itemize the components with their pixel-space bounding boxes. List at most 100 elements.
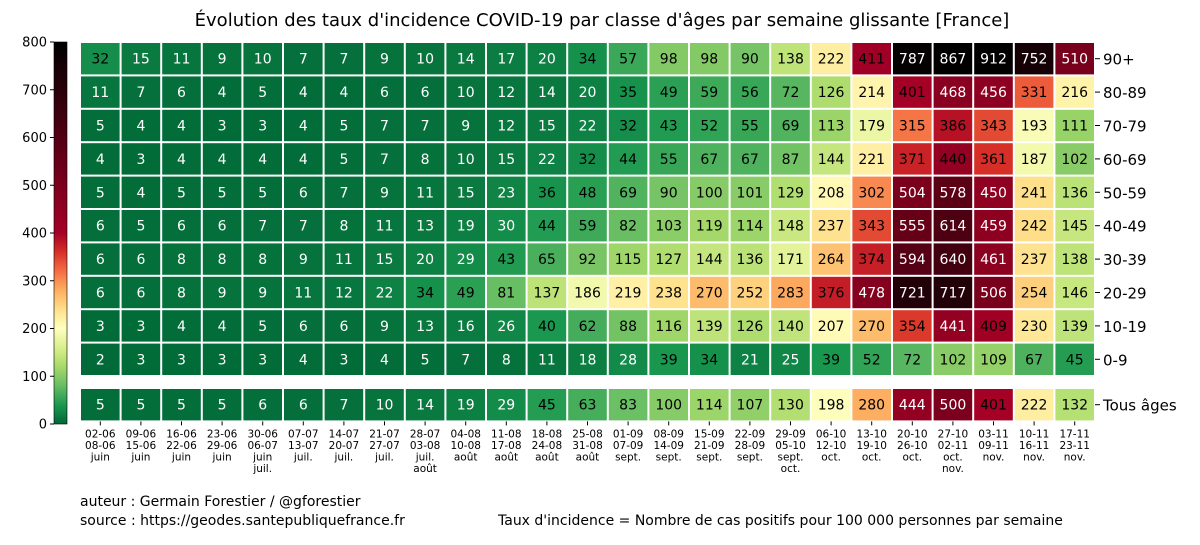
heatmap-cell (487, 343, 526, 375)
heatmap-cell (933, 389, 973, 421)
heatmap-cell (608, 176, 648, 208)
heatmap-cell (365, 276, 404, 309)
cell-value: 5 (96, 398, 105, 414)
heatmap-cell (690, 389, 729, 421)
heatmap-cell (162, 243, 201, 275)
cell-value: 114 (696, 398, 723, 414)
heatmap-cell (608, 276, 648, 309)
heatmap-cell (690, 310, 729, 342)
week-label: 22-09 (735, 428, 766, 440)
heatmap-cell (405, 243, 445, 275)
heatmap-cell (568, 43, 607, 75)
heatmap-cell (771, 176, 810, 208)
cell-value: 193 (1021, 119, 1048, 135)
week-label: 03-08 (410, 440, 441, 452)
heatmap-cell (284, 143, 323, 175)
heatmap-cell (1055, 343, 1094, 375)
week-label: 25-08 (572, 428, 603, 440)
cell-value: 5 (339, 152, 348, 168)
week-label: oct. (943, 451, 963, 463)
heatmap-cell (771, 389, 810, 421)
week-label: 19-10 (856, 440, 887, 452)
cell-value: 3 (258, 352, 267, 368)
cell-value: 39 (660, 352, 678, 368)
heatmap-cell (649, 310, 688, 342)
cell-value: 20 (416, 252, 434, 268)
heatmap-cell (730, 310, 770, 342)
colorbar: 0 100 200 300 400 500 600 700 800 (22, 36, 68, 433)
heatmap-cell (405, 43, 445, 75)
cell-value: 12 (335, 286, 353, 302)
week-label: 02-06 (85, 428, 116, 440)
cell-value: 343 (980, 119, 1007, 135)
heatmap-cell (324, 310, 364, 342)
week-label: juil. (415, 451, 435, 463)
week-label: 03-11 (978, 428, 1009, 440)
cell-value: 6 (177, 85, 186, 101)
cell-value: 207 (818, 319, 845, 335)
heatmap-cell (893, 389, 932, 421)
cell-value: 315 (899, 119, 926, 135)
cell-value: 214 (858, 85, 885, 101)
cell-value: 7 (136, 85, 145, 101)
cell-value: 67 (700, 152, 718, 168)
cell-value: 4 (299, 352, 308, 368)
heatmap-cell (974, 343, 1013, 375)
heatmap-cell (284, 109, 323, 142)
heatmap-cell (162, 143, 201, 175)
cell-value: 3 (177, 352, 186, 368)
week-label: nov. (1064, 451, 1086, 463)
row-label: 90+ (1103, 51, 1135, 69)
cell-value: 401 (899, 85, 926, 101)
heatmap-cell (121, 210, 161, 242)
cell-value: 67 (1025, 352, 1043, 368)
heatmap-cell (446, 143, 485, 175)
cell-value: 43 (660, 119, 678, 135)
cell-value: 6 (136, 286, 145, 302)
heatmap-cell (730, 43, 770, 75)
heatmap-cell (811, 210, 851, 242)
week-label: 27-07 (369, 440, 400, 452)
week-label: 15-06 (126, 440, 157, 452)
cell-value: 456 (980, 85, 1007, 101)
heatmap-cell (121, 143, 161, 175)
cell-value: 14 (538, 85, 556, 101)
colorbar-tick-label: 400 (22, 227, 47, 242)
cell-value: 40 (538, 319, 556, 335)
week-label: juil. (293, 451, 313, 463)
row-total: 5 5 5 5 6 6 7 10 14 19 29 45 63 83 100 114 107 130 198 280 4… (81, 389, 1094, 421)
cell-value: 6 (177, 219, 186, 235)
heatmap-cell (608, 76, 648, 108)
heatmap-cell (121, 343, 161, 375)
cell-value: 34 (579, 52, 597, 68)
cell-value: 5 (218, 185, 227, 201)
heatmap-cell (527, 389, 567, 421)
cell-value: 15 (376, 252, 394, 268)
week-label: 23-11 (1059, 440, 1090, 452)
cell-value: 9 (218, 286, 227, 302)
heatmap-cell (649, 389, 688, 421)
heatmap-cell (893, 43, 932, 75)
heatmap-cell (730, 143, 770, 175)
cell-value: 2 (96, 352, 105, 368)
cell-value: 5 (258, 319, 267, 335)
heatmap-cell (365, 143, 404, 175)
cell-value: 187 (1021, 152, 1048, 168)
cell-value: 69 (782, 119, 800, 135)
cell-value: 34 (416, 286, 434, 302)
heatmap-cell (1014, 109, 1054, 142)
heatmap-cell (243, 243, 282, 275)
heatmap-cell (324, 76, 364, 108)
heatmap-cell (1014, 276, 1054, 309)
heatmap-cell (243, 76, 282, 108)
heatmap-cell (202, 276, 242, 309)
cell-value: 15 (457, 185, 475, 201)
heatmap-cell (730, 276, 770, 309)
cell-value: 270 (858, 319, 885, 335)
heatmap-cell (568, 176, 607, 208)
heatmap-cell (1055, 76, 1094, 108)
cell-value: 208 (818, 185, 845, 201)
heatmap-cell (202, 176, 242, 208)
heatmap-cell (852, 76, 891, 108)
cell-value: 9 (218, 52, 227, 68)
